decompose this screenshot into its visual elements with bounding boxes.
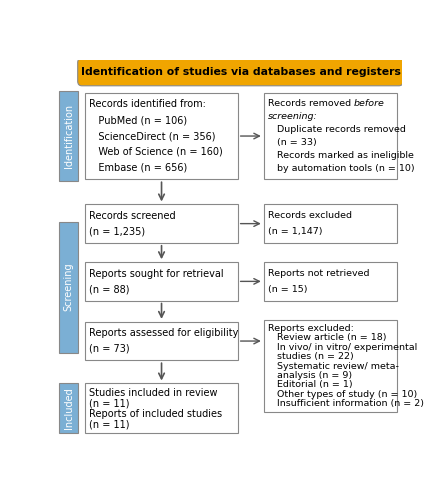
Text: Identification: Identification — [64, 104, 74, 168]
FancyBboxPatch shape — [264, 320, 397, 412]
Text: Systematic review/ meta-: Systematic review/ meta- — [268, 362, 399, 370]
Text: Records marked as ineligible: Records marked as ineligible — [268, 152, 414, 160]
Text: (n = 1,147): (n = 1,147) — [268, 227, 322, 236]
Text: Reports excluded:: Reports excluded: — [268, 324, 354, 333]
Text: Studies included in review: Studies included in review — [89, 388, 218, 398]
Text: Reports assessed for eligibility: Reports assessed for eligibility — [89, 328, 239, 338]
Text: Reports of included studies: Reports of included studies — [89, 408, 223, 418]
Text: (n = 11): (n = 11) — [89, 420, 130, 430]
Text: Other types of study (n = 10): Other types of study (n = 10) — [268, 390, 417, 399]
FancyBboxPatch shape — [264, 262, 397, 300]
FancyBboxPatch shape — [85, 322, 238, 360]
Text: Web of Science (n = 160): Web of Science (n = 160) — [89, 147, 223, 157]
Text: by automation tools (n = 10): by automation tools (n = 10) — [268, 164, 414, 173]
FancyBboxPatch shape — [264, 204, 397, 243]
FancyBboxPatch shape — [59, 222, 78, 352]
Text: (n = 15): (n = 15) — [268, 284, 308, 294]
Text: Editorial (n = 1): Editorial (n = 1) — [268, 380, 353, 390]
Text: Records screened: Records screened — [89, 211, 176, 221]
Text: Reports sought for retrieval: Reports sought for retrieval — [89, 268, 224, 278]
Text: Embase (n = 656): Embase (n = 656) — [89, 162, 188, 172]
FancyBboxPatch shape — [264, 92, 397, 180]
Text: Screening: Screening — [64, 263, 74, 312]
Text: (n = 73): (n = 73) — [89, 344, 130, 354]
Text: In vivo/ in vitro/ experimental: In vivo/ in vitro/ experimental — [268, 343, 417, 352]
Text: Records removed: Records removed — [268, 98, 354, 108]
FancyBboxPatch shape — [85, 92, 238, 180]
Text: PubMed (n = 106): PubMed (n = 106) — [89, 116, 188, 126]
Text: (n = 33): (n = 33) — [268, 138, 316, 147]
FancyBboxPatch shape — [85, 384, 238, 434]
Text: analysis (n = 9): analysis (n = 9) — [268, 371, 352, 380]
Text: screening:: screening: — [268, 112, 318, 121]
Text: studies (n = 22): studies (n = 22) — [268, 352, 354, 361]
Text: Insufficient information (n = 2): Insufficient information (n = 2) — [268, 399, 424, 408]
FancyBboxPatch shape — [78, 58, 403, 86]
FancyBboxPatch shape — [59, 384, 78, 434]
Text: Identification of studies via databases and registers: Identification of studies via databases … — [80, 67, 401, 77]
Text: Reports not retrieved: Reports not retrieved — [268, 269, 369, 278]
Text: ScienceDirect (n = 356): ScienceDirect (n = 356) — [89, 131, 216, 141]
Text: Included: Included — [64, 388, 74, 430]
Text: Review article (n = 18): Review article (n = 18) — [268, 334, 386, 342]
Text: (n = 11): (n = 11) — [89, 398, 130, 408]
FancyBboxPatch shape — [59, 91, 78, 182]
Text: Records excluded: Records excluded — [268, 212, 352, 220]
FancyBboxPatch shape — [85, 262, 238, 300]
FancyBboxPatch shape — [85, 204, 238, 243]
Text: Duplicate records removed: Duplicate records removed — [268, 125, 406, 134]
Text: (n = 88): (n = 88) — [89, 284, 130, 294]
Text: (n = 1,235): (n = 1,235) — [89, 226, 146, 236]
Text: Records identified from:: Records identified from: — [89, 100, 207, 110]
Text: before: before — [354, 98, 385, 108]
